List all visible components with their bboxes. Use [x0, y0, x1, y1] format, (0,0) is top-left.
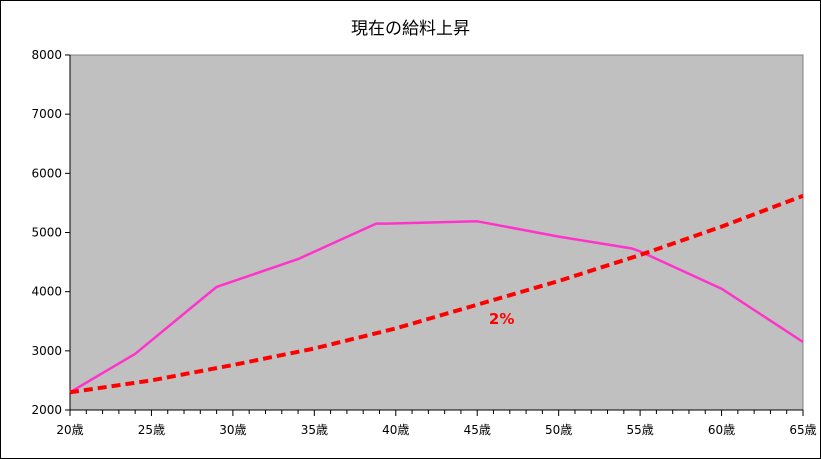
plot-area — [69, 54, 804, 411]
x-tick-label: 25歳 — [138, 423, 165, 437]
y-tick-label: 8000 — [31, 48, 62, 62]
series-line-2 — [69, 193, 804, 395]
y-tick-label: 6000 — [31, 166, 62, 180]
x-tick-label: 30歳 — [219, 423, 246, 437]
x-tick-label: 40歳 — [382, 423, 409, 437]
y-tick-label: 7000 — [31, 107, 62, 121]
x-tick-label: 55歳 — [626, 423, 653, 437]
x-tick-label: 60歳 — [708, 423, 735, 437]
series-line-1 — [69, 220, 804, 394]
y-tick-label: 5000 — [31, 226, 62, 240]
x-tick-label: 65歳 — [789, 423, 816, 437]
x-tick-label: 35歳 — [301, 423, 328, 437]
y-tick-label: 4000 — [31, 285, 62, 299]
y-tick-label: 3000 — [31, 344, 62, 358]
annotation-label: 2% — [489, 310, 514, 328]
x-tick-label: 45歳 — [464, 423, 491, 437]
y-tick-label: 2000 — [31, 403, 62, 417]
x-tick-label: 20歳 — [56, 423, 83, 437]
x-tick-label: 50歳 — [545, 423, 572, 437]
chart-title: 現在の給料上昇 — [351, 19, 470, 39]
